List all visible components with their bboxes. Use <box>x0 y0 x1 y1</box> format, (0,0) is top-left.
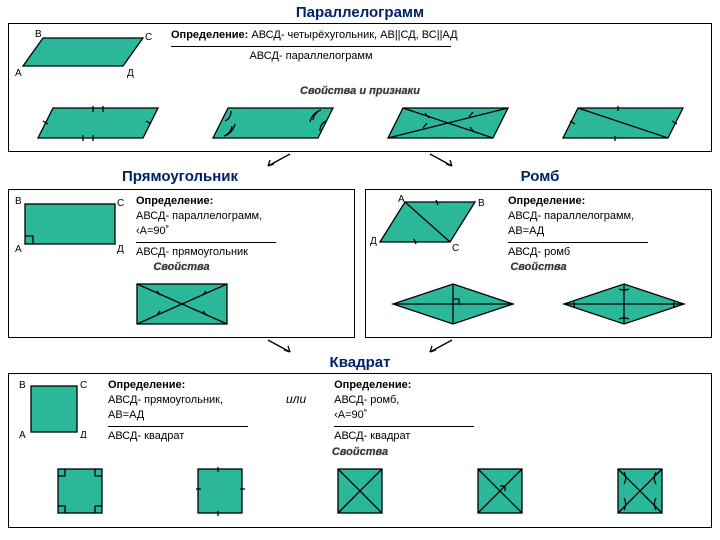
rhombus-def-shape: А В Д С <box>370 194 500 254</box>
square-def-shape: В С А Д <box>13 378 108 438</box>
rhombus-props-1 <box>388 279 518 329</box>
arrows-2 <box>0 338 720 354</box>
or-label: или <box>286 392 306 406</box>
title-square: Квадрат <box>0 354 720 371</box>
square-def-1: Определение: АВСД- прямоугольник, АВ=АД … <box>108 378 278 443</box>
svg-text:С: С <box>145 32 152 43</box>
panel-square: В С А Д Определение: АВСД- прямоугольник, … <box>8 373 712 527</box>
rhombus-props-2 <box>559 279 689 329</box>
title-rectangle: Прямоугольник <box>0 168 360 185</box>
title-rhombus: Ромб <box>360 168 720 185</box>
props-signs-label: Свойства и признаки <box>13 85 707 97</box>
svg-text:Д: Д <box>117 244 124 254</box>
svg-text:С: С <box>80 380 87 391</box>
svg-text:В: В <box>35 29 42 40</box>
square-props-shapes <box>13 462 707 523</box>
square-props-label: Свойства <box>13 446 707 458</box>
rect-props-label: Свойства <box>13 261 350 273</box>
svg-text:Д: Д <box>370 236 377 247</box>
rhombus-definition: Определение: АВСД- параллелограмм, АВ=АД… <box>508 194 648 259</box>
rectangle-definition: Определение: АВСД- параллелограмм, ‹А=90… <box>136 194 276 259</box>
svg-text:С: С <box>117 198 124 209</box>
svg-text:С: С <box>452 243 459 254</box>
panel-parallelogram: В С А Д Определение: АВСД- четырёхугольн… <box>8 23 712 152</box>
svg-text:А: А <box>15 68 22 79</box>
parallelogram-definition: Определение: АВСД- четырёхугольник, АВ||… <box>171 28 458 64</box>
rhombus-props-label: Свойства <box>370 261 707 273</box>
title-parallelogram: Параллелограмм <box>0 4 720 21</box>
parallelogram-def-shape: В С А Д <box>13 28 163 83</box>
rectangle-def-shape: В С А Д <box>13 194 128 254</box>
panel-rhombus: А В Д С Определение: АВСД- параллелограмм,… <box>365 189 712 338</box>
panel-rectangle: В С А Д Определение: АВСД- параллелограмм,… <box>8 189 355 338</box>
svg-text:А: А <box>398 194 405 205</box>
square-def-2: Определение: АВСД- ромб, ‹А=90˚ АВСД- кв… <box>334 378 504 443</box>
svg-text:В: В <box>15 196 22 207</box>
svg-text:В: В <box>19 380 26 391</box>
svg-text:В: В <box>478 198 485 209</box>
svg-text:Д: Д <box>127 68 134 79</box>
parallelogram-props-shapes <box>13 101 707 147</box>
svg-text:А: А <box>19 430 26 438</box>
svg-text:А: А <box>15 244 22 254</box>
svg-text:Д: Д <box>80 430 87 438</box>
rect-props-shape <box>127 279 237 329</box>
